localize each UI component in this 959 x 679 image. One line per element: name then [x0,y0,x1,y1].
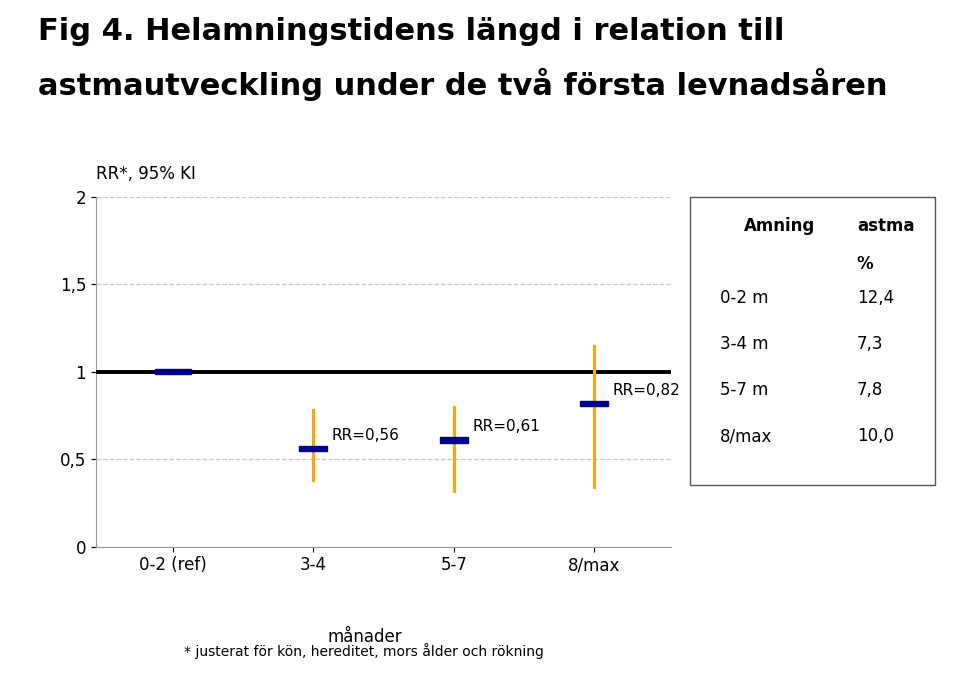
Text: RR=0,61: RR=0,61 [472,419,540,434]
Text: astma: astma [856,217,914,235]
Text: 10,0: 10,0 [856,427,894,445]
Text: 0-2 m: 0-2 m [720,289,768,307]
Text: 7,8: 7,8 [856,381,883,399]
Bar [440,437,468,443]
Text: RR=0,56: RR=0,56 [332,428,400,443]
Text: Fig 4. Helamningstidens längd i relation till: Fig 4. Helamningstidens längd i relation… [38,17,784,46]
Bar [299,446,327,452]
Bar [154,369,192,374]
Text: %: % [856,255,874,273]
Text: 8/max: 8/max [720,427,772,445]
Text: 12,4: 12,4 [856,289,894,307]
Text: astmautveckling under de två första levnadsåren: astmautveckling under de två första levn… [38,68,888,101]
Text: RR*, 95% KI: RR*, 95% KI [96,165,196,183]
Text: Amning: Amning [744,217,815,235]
Text: * justerat för kön, hereditet, mors ålder och rökning: * justerat för kön, hereditet, mors ålde… [184,643,545,659]
Text: 5-7 m: 5-7 m [720,381,768,399]
Bar [580,401,608,406]
Text: 3-4 m: 3-4 m [720,335,768,353]
Text: månader: månader [327,628,402,646]
Text: RR=0,82: RR=0,82 [613,383,680,398]
Text: 7,3: 7,3 [856,335,883,353]
